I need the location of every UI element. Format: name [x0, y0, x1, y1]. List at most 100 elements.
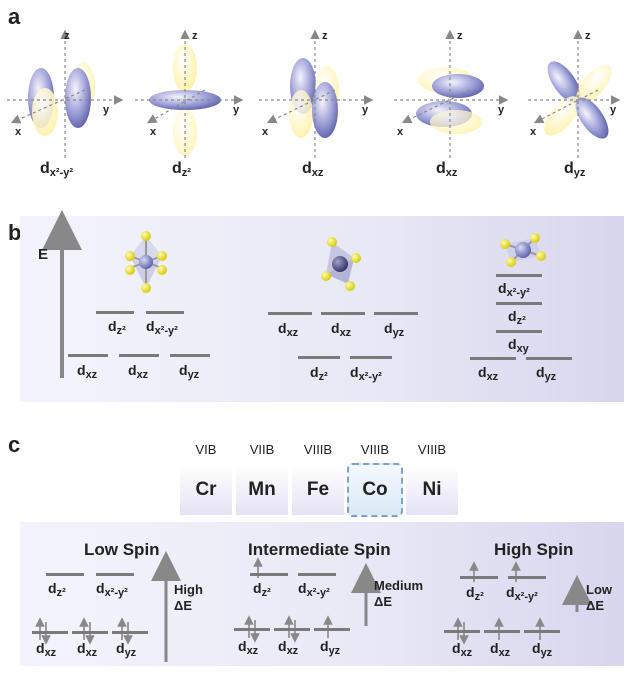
- ls-t2g-label-2: dxz: [77, 640, 98, 659]
- is-t2g-label-3: dyz: [320, 638, 341, 657]
- orbital-dx2-y2: [7, 29, 124, 158]
- axis-z-4: z: [457, 30, 463, 42]
- is-delta-label: Medium ΔE: [374, 578, 424, 609]
- oct-eg-level-1: [96, 311, 134, 314]
- is-t2g-label-1: dxz: [238, 638, 259, 657]
- ls-t2g-label-1: dxz: [36, 640, 57, 659]
- sqp-lower-level-2: [526, 357, 572, 360]
- tet-e-label-2: dx²-y²: [350, 364, 382, 383]
- axis-z-5: z: [585, 30, 591, 42]
- is-eg-level-2: [298, 573, 336, 576]
- tet-t2-level-1: [268, 312, 312, 315]
- ls-eg-level-1: [46, 573, 84, 576]
- orbital-label-3: dxz: [302, 160, 324, 179]
- oct-t2g-level-1: [68, 354, 108, 357]
- sqp-lower-level-1: [470, 357, 516, 360]
- element-tile-fe: Fe: [292, 465, 344, 515]
- hs-t2g-label-2: dxz: [490, 640, 511, 659]
- orbital-drawings: [7, 29, 621, 158]
- hs-t2g-label-1: dxz: [452, 640, 473, 659]
- oct-eg-label-1: dz²: [108, 318, 126, 337]
- oct-t2g-level-3: [170, 354, 210, 357]
- intermediate-spin-title: Intermediate Spin: [248, 540, 391, 559]
- hs-t2g-level-1: [444, 630, 480, 633]
- ls-t2g-label-3: dyz: [116, 640, 137, 659]
- axis-z-3: z: [322, 30, 328, 42]
- panel-b-graphics: [42, 210, 546, 378]
- axis-z-2: z: [192, 30, 198, 42]
- sqp-level-2: [496, 302, 542, 305]
- oct-eg-label-2: dx²-y²: [146, 318, 178, 337]
- ls-t2g-level-3: [112, 631, 148, 634]
- group-label-mn: VIIB: [249, 442, 275, 457]
- group-label-co: VIIIB: [360, 442, 390, 457]
- element-tile-ni: Ni: [406, 465, 458, 515]
- element-tile-cr: Cr: [180, 465, 232, 515]
- oct-eg-level-2: [146, 311, 184, 314]
- orbital-label-5: dyz: [564, 160, 586, 179]
- tet-t2-level-3: [374, 312, 418, 315]
- ls-eg-label-1: dz²: [48, 580, 66, 599]
- group-label-fe: VIIIB: [303, 442, 333, 457]
- low-spin-title: Low Spin: [84, 540, 160, 559]
- element-tile-mn: Mn: [236, 465, 288, 515]
- octahedral-molecule: [125, 231, 167, 293]
- axis-x-4: x: [397, 126, 404, 138]
- axis-y-4: y: [498, 104, 505, 116]
- axis-y-5: y: [610, 104, 617, 116]
- hs-eg-level-1: [460, 576, 498, 579]
- oct-t2g-label-2: dxz: [128, 362, 149, 381]
- group-label-cr: VIB: [195, 442, 217, 457]
- axis-x-2: x: [150, 126, 157, 138]
- tet-t2-level-2: [321, 312, 365, 315]
- oct-t2g-label-3: dyz: [179, 362, 200, 381]
- energy-axis-label: E: [38, 246, 49, 263]
- tetrahedral-molecule: [321, 237, 361, 291]
- orbital-dxz-1: [259, 29, 374, 158]
- sqp-label-2: dz²: [508, 308, 526, 327]
- is-t2g-level-2: [274, 628, 310, 631]
- tet-t2-label-3: dyz: [384, 320, 405, 339]
- hs-t2g-level-2: [484, 630, 520, 633]
- is-t2g-label-2: dxz: [278, 638, 299, 657]
- sqp-level-3: [496, 330, 542, 333]
- axis-y-2: y: [233, 104, 240, 116]
- orbital-label-4: dxz: [436, 160, 458, 179]
- axis-z-1: z: [64, 30, 70, 42]
- hs-t2g-label-3: dyz: [532, 640, 553, 659]
- axis-y-1: y: [103, 104, 110, 116]
- hs-eg-label-2: dx²-y²: [506, 584, 538, 603]
- ls-t2g-level-2: [72, 631, 108, 634]
- group-label-ni: VIIIB: [417, 442, 447, 457]
- panel-b-label: b: [8, 220, 22, 245]
- element-tile-co: Co: [347, 463, 403, 517]
- hs-eg-label-1: dz²: [466, 584, 484, 603]
- hs-t2g-level-3: [524, 630, 560, 633]
- tet-e-level-1: [298, 356, 340, 359]
- hs-delta-label: Low ΔE: [586, 582, 612, 613]
- is-eg-label-1: dz²: [253, 580, 271, 599]
- sqp-label-1: dx²-y²: [498, 280, 530, 299]
- is-t2g-level-3: [314, 628, 350, 631]
- high-spin-title: High Spin: [494, 540, 574, 559]
- axis-y-3: y: [362, 104, 369, 116]
- tet-e-level-2: [350, 356, 392, 359]
- sqp-label-3: dxy: [508, 336, 529, 355]
- ls-eg-label-2: dx²-y²: [96, 580, 128, 599]
- ls-t2g-level-1: [32, 631, 68, 634]
- axis-x-5: x: [530, 126, 537, 138]
- orbital-dxz-2: [394, 29, 509, 158]
- axis-x-3: x: [262, 126, 269, 138]
- sqp-lower-label-2: dyz: [536, 364, 557, 383]
- panel-c-background: [20, 522, 624, 666]
- sqp-lower-label-1: dxz: [478, 364, 499, 383]
- tet-e-label-1: dz²: [310, 364, 328, 383]
- square-planar-molecule: [500, 233, 546, 267]
- hs-eg-level-2: [508, 576, 546, 579]
- is-eg-level-1: [250, 573, 288, 576]
- is-t2g-level-1: [234, 628, 270, 631]
- orbital-label-2: dz²: [172, 160, 191, 179]
- axis-x-1: x: [15, 126, 22, 138]
- orbital-label-1: dx²-y²: [40, 160, 74, 179]
- oct-t2g-level-2: [119, 354, 159, 357]
